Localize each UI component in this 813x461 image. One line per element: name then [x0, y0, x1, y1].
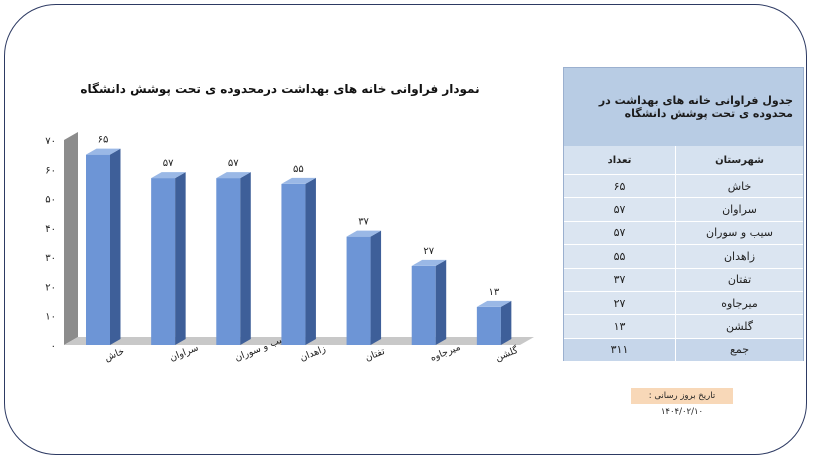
table-header-row: شهرستان تعداد — [564, 146, 803, 175]
row-county: سراوان — [675, 197, 803, 222]
row-county: زاهدان — [675, 244, 803, 269]
bar-top — [476, 300, 512, 307]
bar-value-label: ۳۷ — [358, 217, 369, 228]
bar-value-label: ۵۷ — [228, 158, 239, 169]
bar-value-label: ۵۵ — [293, 164, 304, 175]
chart-back-wall — [64, 132, 78, 345]
row-county: تفتان — [675, 268, 803, 292]
y-tick-label: ۵۰ — [45, 195, 56, 206]
row-count: ۶۵ — [564, 174, 676, 199]
bar — [216, 178, 241, 345]
bar — [476, 306, 501, 345]
y-tick-label: ۷۰ — [45, 136, 56, 147]
y-tick-label: ۶۰ — [45, 165, 56, 176]
x-category-label: تفتان — [364, 346, 387, 364]
summary-table: شهرستان تعداد خاش ۶۵ سراوان ۵۷ سیب و سور… — [564, 146, 803, 363]
bar-value-label: ۲۷ — [423, 246, 434, 257]
row-count: ۵۷ — [564, 197, 676, 222]
table-row: سراوان ۵۷ — [564, 197, 803, 222]
table-row: سیب و سوران ۵۷ — [564, 221, 803, 246]
bar-value-label: ۱۳ — [488, 287, 499, 298]
table-total-row: جمع ۳۱۱ — [564, 338, 803, 363]
row-count: ۵۵ — [564, 244, 676, 269]
row-county: سیب و سوران — [675, 221, 803, 246]
y-tick-label: ۴۰ — [45, 224, 56, 235]
bar — [86, 154, 110, 345]
bar — [151, 178, 176, 345]
table-row: میرجاوه ۲۷ — [564, 291, 803, 316]
row-county: خاش — [675, 174, 803, 199]
table-row: تفتان ۳۷ — [564, 268, 803, 292]
x-category-label: گلشن — [493, 344, 520, 364]
row-count: ۲۷ — [564, 291, 676, 316]
bar-top — [411, 259, 447, 266]
bar-value-label: ۶۵ — [98, 135, 109, 146]
bar-top — [281, 177, 316, 184]
row-count: ۵۷ — [564, 221, 676, 246]
table-row: خاش ۶۵ — [564, 174, 803, 199]
y-tick-label: ۱۰ — [45, 312, 56, 323]
update-date-note: تاریخ بروز رسانی : ۱۴۰۴/۰۲/۱۰ — [631, 388, 733, 417]
x-category-label: سراوان — [168, 342, 200, 363]
bar-side — [500, 300, 512, 345]
bar-side — [305, 177, 316, 345]
row-county: گلشن — [675, 314, 803, 339]
x-category-label: خاش — [103, 346, 126, 364]
bar-side — [240, 172, 251, 345]
bar-side — [110, 148, 121, 345]
table-title: جدول فراوانی خانه های بهداشت در محدوده ی… — [564, 68, 803, 146]
bar-top — [86, 148, 121, 155]
row-count: ۳۷ — [564, 268, 676, 292]
row-count: ۱۳ — [564, 314, 676, 339]
bar-top — [151, 172, 186, 179]
x-category-label: میرجاوه — [429, 342, 462, 364]
bar-top — [346, 230, 382, 237]
total-count: ۳۱۱ — [564, 338, 676, 363]
row-county: میرجاوه — [675, 291, 803, 316]
bar-side — [370, 230, 382, 345]
bar-side — [175, 172, 186, 345]
table-row: گلشن ۱۳ — [564, 314, 803, 339]
bar-value-label: ۵۷ — [163, 158, 174, 169]
header-county: شهرستان — [675, 146, 803, 175]
total-label: جمع — [675, 338, 803, 363]
bar-side — [435, 259, 447, 345]
summary-table-panel: جدول فراوانی خانه های بهداشت در محدوده ی… — [563, 67, 804, 363]
bar — [281, 183, 306, 345]
y-tick-label: ۲۰ — [45, 282, 56, 293]
x-category-label: زاهدان — [298, 343, 327, 363]
bar-top — [216, 172, 251, 179]
bar — [411, 265, 436, 345]
bar — [346, 236, 371, 345]
table-row: زاهدان ۵۵ — [564, 244, 803, 269]
header-count: تعداد — [564, 146, 676, 175]
y-tick-label: ۳۰ — [45, 253, 56, 264]
chart-title: نمودار فراوانی خانه های بهداشت درمحدوده … — [80, 82, 480, 96]
y-tick-label: ۰ — [51, 341, 56, 352]
